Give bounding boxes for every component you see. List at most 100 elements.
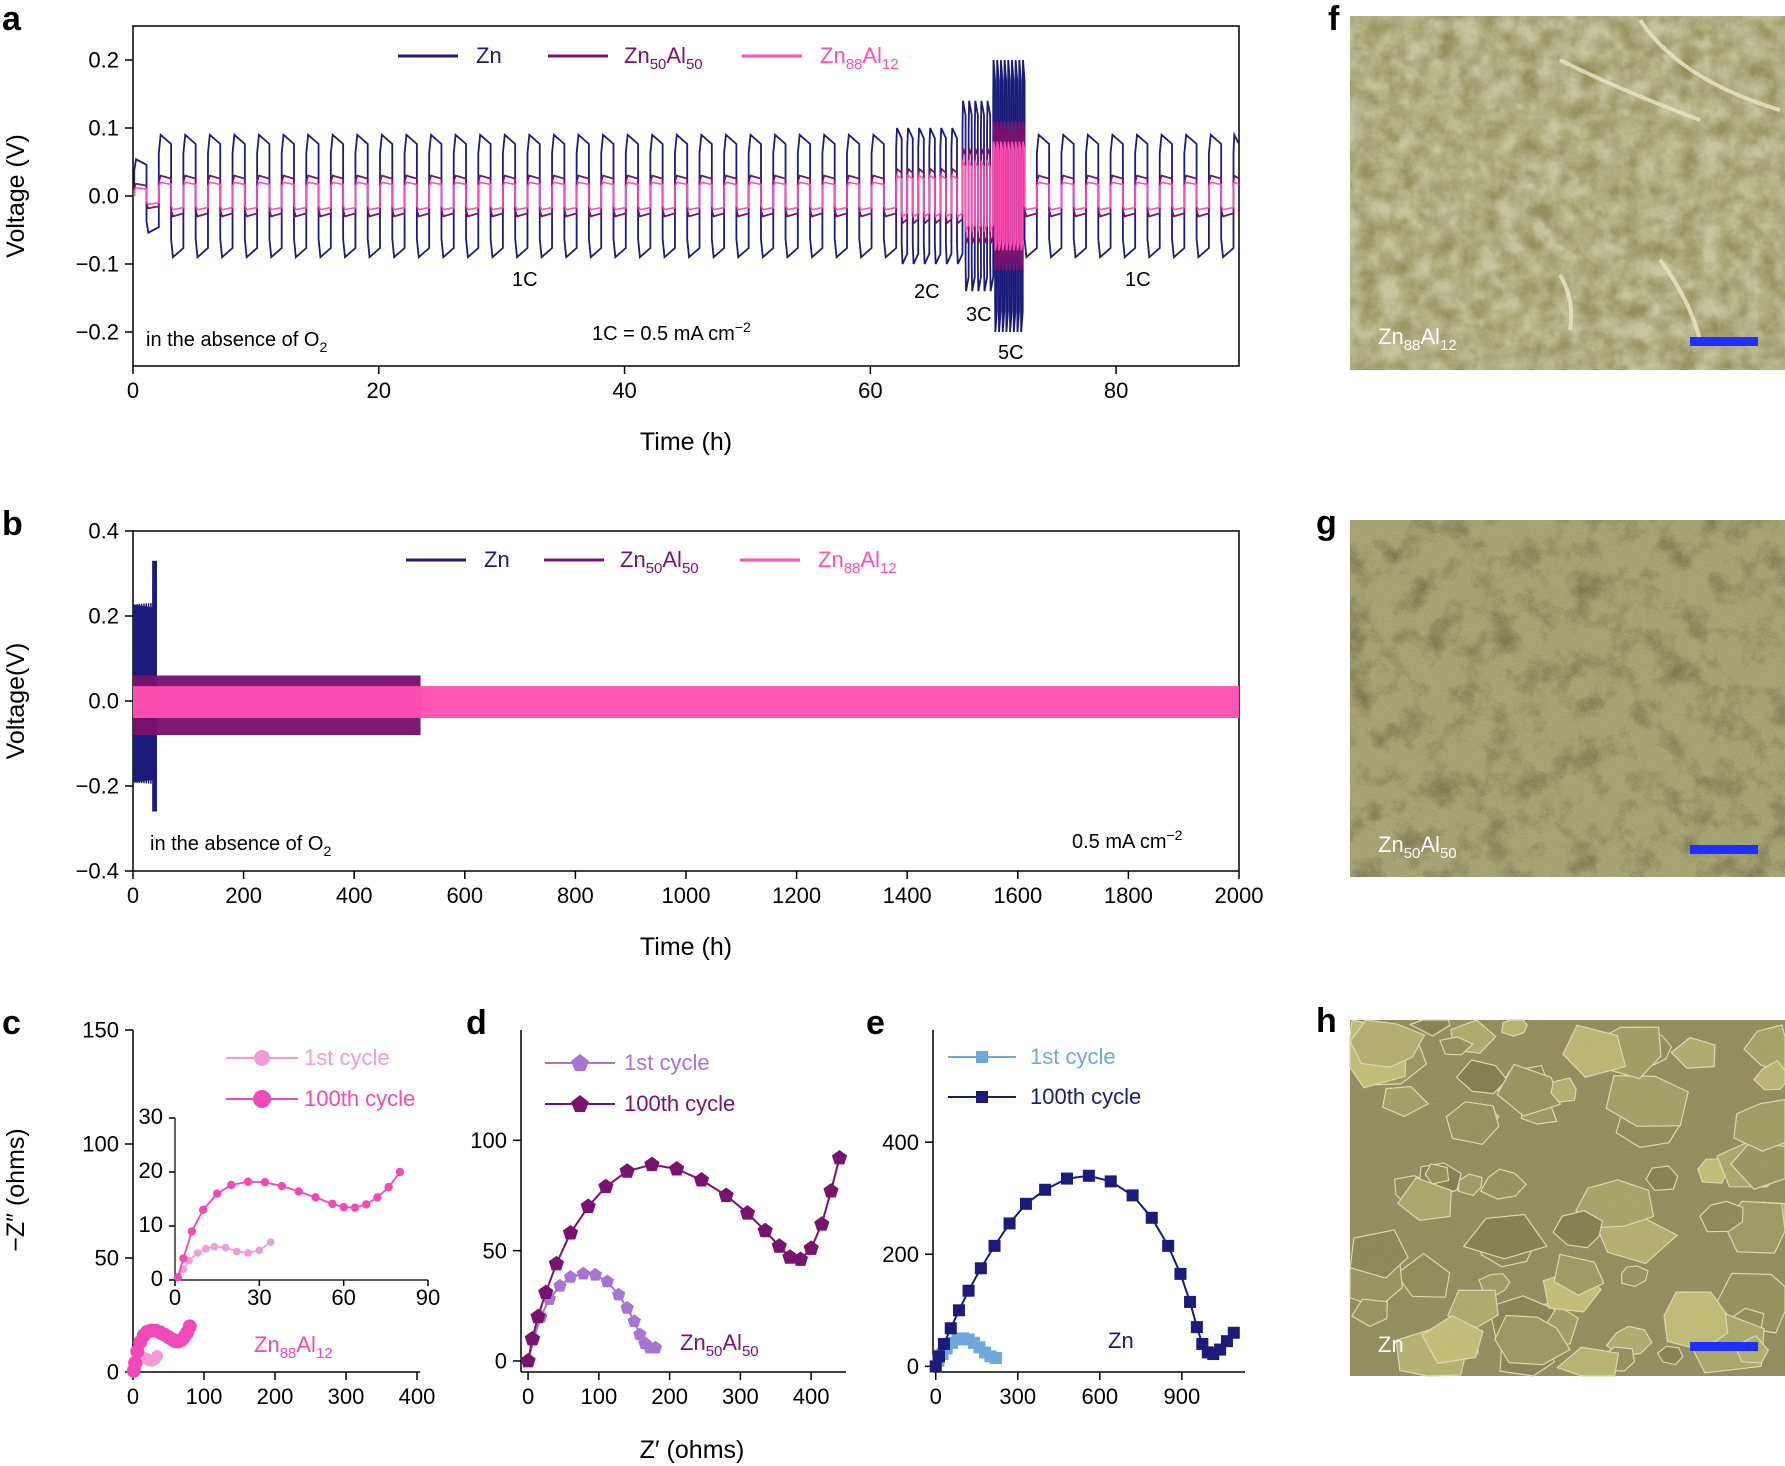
eis-point-100th-e <box>1174 1267 1187 1280</box>
eis-point-100th-e <box>1039 1183 1052 1196</box>
eis-point-100th-d <box>757 1222 773 1238</box>
inset-point-1st-c <box>233 1247 241 1256</box>
legend-label-znal50-b: Zn50Al50 <box>620 547 699 577</box>
eis-point-100th-d <box>548 1255 564 1271</box>
x-tick-label: 1800 <box>1104 883 1153 908</box>
note-current-density-b: 0.5 mA cm−2 <box>1072 827 1183 853</box>
y-tick-label: 0 <box>151 1266 163 1291</box>
eis-point-100th-d <box>831 1150 848 1165</box>
x-tick-label: 30 <box>247 1285 271 1310</box>
sem-image-f: Zn88Al12 <box>1350 16 1785 370</box>
panel-letter-d: d <box>466 1004 487 1042</box>
eis-point-1st-d <box>620 1301 634 1314</box>
eis-point-1st-d <box>648 1340 663 1354</box>
eis-point-1st-d <box>627 1314 641 1327</box>
annotation-5c: 5C <box>998 342 1024 364</box>
eis-point-100th-e <box>929 1360 942 1373</box>
chart-b: 0 200 400 600 800 1000 1200 1400 1600 1800 2000 −0.… <box>2 519 1263 961</box>
eis-point-100th-d <box>823 1183 839 1198</box>
chart-a: 0 20 40 60 80 −0.2 −0.1 0.0 0.1 0.2 Time (h) Volt… <box>2 25 1240 456</box>
chart-d: 0 100 200 300 400 0 50 100 Z′ (ohms) 1st cycle … <box>470 1030 848 1464</box>
inset-axes-c: 0 30 60 90 0 10 20 30 <box>139 1104 441 1310</box>
x-tick-label: 0 <box>522 1384 534 1409</box>
legend-marker-100th-d <box>571 1095 589 1112</box>
inset-point-100th-c <box>260 1178 270 1187</box>
eis-point-100th-d <box>530 1308 546 1324</box>
eis-point-100th-d <box>782 1249 798 1264</box>
panel-letter-f: f <box>1328 0 1340 38</box>
eis-point-100th-d <box>644 1156 660 1172</box>
eis-point-100th-e <box>1126 1189 1139 1202</box>
legend-c: 1st cycle 100th cycle <box>226 1045 415 1111</box>
x-tick-label: 80 <box>1104 378 1128 403</box>
x-tick-label: 800 <box>557 883 594 908</box>
eis-line-100th-d <box>527 1157 841 1362</box>
x-tick-label: 90 <box>416 1285 440 1310</box>
legend-label-zn-a: Zn <box>476 43 502 68</box>
legend-label-100th-d: 100th cycle <box>624 1091 735 1116</box>
eis-point-100th-d <box>803 1240 819 1255</box>
eis-point-1st-d <box>576 1266 590 1280</box>
series-group-a <box>133 59 1239 333</box>
sem-h-grain <box>1350 1020 1785 1376</box>
inset-point-100th-c <box>373 1193 382 1202</box>
x-tick-label: 400 <box>793 1384 830 1409</box>
y-axis-title-b: Voltage(V) <box>2 643 30 760</box>
x-tick-label: 100 <box>186 1384 223 1409</box>
eis-point-100th-e <box>962 1284 975 1297</box>
legend-marker-100th-e <box>976 1091 988 1103</box>
inset-point-100th-c <box>277 1181 287 1191</box>
annotation-3c: 3C <box>966 304 992 326</box>
eis-point-100th-e <box>1184 1295 1197 1308</box>
y-tick-label: 400 <box>882 1130 919 1155</box>
inset-point-100th-c <box>173 1273 183 1282</box>
x-tick-label: 400 <box>399 1384 436 1409</box>
eis-point-100th-d <box>619 1163 635 1178</box>
series-group-d <box>520 1150 848 1368</box>
eis-point-1st-d <box>633 1327 647 1341</box>
eis-point-100th-e <box>944 1322 957 1335</box>
eis-point-100th-e <box>1104 1175 1117 1188</box>
inset-point-100th-c <box>212 1189 222 1198</box>
sem-g-grain <box>1350 520 1785 877</box>
y-tick-label: −0.2 <box>76 774 119 799</box>
x-tick-label: 0 <box>169 1285 181 1310</box>
axes-a: 0 20 40 60 80 −0.2 −0.1 0.0 0.1 0.2 <box>76 48 1129 403</box>
x-tick-label: 0 <box>930 1384 942 1409</box>
sample-label-e: Zn <box>1108 1328 1134 1353</box>
sem-image-g: Zn50Al50 <box>1350 520 1785 877</box>
y-tick-label: 0 <box>107 1360 119 1385</box>
legend-marker-1st-c <box>254 1050 270 1066</box>
eis-point-100th-d <box>524 1330 540 1346</box>
panel-letter-h: h <box>1316 1002 1337 1040</box>
x-tick-label: 40 <box>612 378 636 403</box>
x-axis-title-d: Z′ (ohms) <box>640 1436 745 1464</box>
legend-e: 1st cycle 100th cycle <box>948 1044 1141 1109</box>
legend-d: 1st cycle 100th cycle <box>545 1050 735 1116</box>
eis-point-1st-d <box>588 1267 602 1281</box>
panel-letter-c: c <box>2 1004 21 1042</box>
eis-point-1st-d <box>600 1274 614 1288</box>
eis-point-100th-c <box>128 1355 143 1370</box>
x-tick-label: 300 <box>999 1384 1036 1409</box>
y-tick-label: 50 <box>95 1246 119 1271</box>
inset-point-1st-c <box>202 1244 210 1253</box>
sem-f-grain <box>1350 16 1785 370</box>
y-tick-label: −0.2 <box>76 320 119 345</box>
x-tick-label: 200 <box>257 1384 294 1409</box>
inset-series-c <box>173 1167 405 1282</box>
eis-point-1st-c <box>151 1350 164 1363</box>
inset-point-1st-c <box>266 1238 275 1246</box>
x-tick-label: 60 <box>331 1285 355 1310</box>
inset-point-100th-c <box>395 1167 405 1177</box>
inset-point-100th-c <box>198 1205 208 1215</box>
legend-label-100th-c: 100th cycle <box>304 1086 415 1111</box>
x-tick-label: 1600 <box>993 883 1042 908</box>
y-tick-label: −0.1 <box>76 252 119 277</box>
eis-point-100th-d <box>693 1172 710 1187</box>
inset-point-100th-c <box>179 1254 188 1263</box>
x-tick-label: 20 <box>367 378 391 403</box>
